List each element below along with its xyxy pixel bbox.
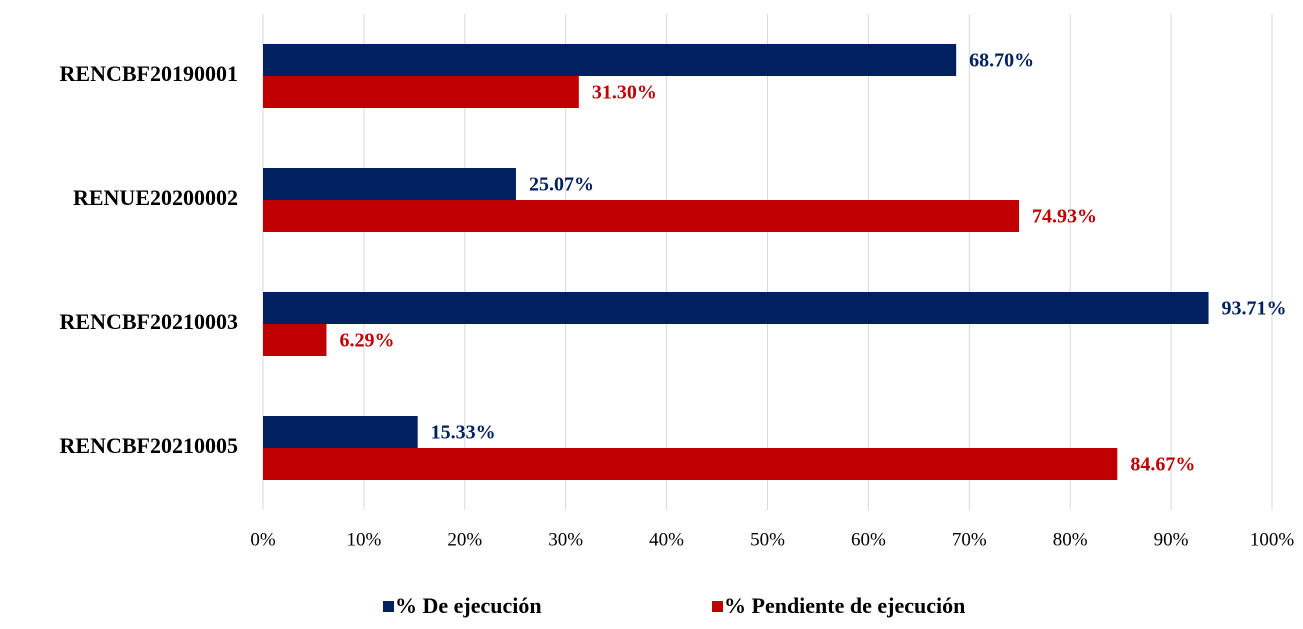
- value-label: 6.29%: [339, 330, 394, 352]
- bar: [263, 200, 1020, 232]
- legend-swatch: [712, 601, 723, 612]
- value-label: 93.71%: [1222, 298, 1287, 320]
- legend-swatch: [383, 601, 394, 612]
- bar: [263, 292, 1209, 324]
- legend-label: % Pendiente de ejecución: [724, 593, 965, 618]
- value-label: 68.70%: [969, 50, 1034, 72]
- value-label: 15.33%: [431, 422, 496, 444]
- x-tick-label: 0%: [250, 529, 276, 550]
- x-tick-label: 60%: [851, 529, 886, 550]
- bar: [263, 44, 957, 76]
- bar: [263, 416, 418, 448]
- value-label: 31.30%: [592, 82, 657, 104]
- x-tick-label: 10%: [346, 529, 381, 550]
- x-tick-label: 50%: [750, 529, 785, 550]
- value-label: 84.67%: [1130, 454, 1195, 476]
- legend-label: % De ejecución: [395, 593, 542, 618]
- bar: [263, 76, 579, 108]
- x-tick-label: 100%: [1250, 529, 1295, 550]
- x-tick-label: 90%: [1154, 529, 1189, 550]
- bar: [263, 324, 327, 356]
- x-tick-label: 70%: [952, 529, 987, 550]
- x-tick-label: 40%: [649, 529, 684, 550]
- x-tick-label: 80%: [1053, 529, 1088, 550]
- category-label: RENCBF20210003: [60, 309, 238, 334]
- bar: [263, 448, 1118, 480]
- category-label: RENCBF20210005: [60, 433, 238, 458]
- value-label: 25.07%: [529, 174, 594, 196]
- x-tick-label: 30%: [548, 529, 583, 550]
- x-tick-label: 20%: [447, 529, 482, 550]
- category-label: RENUE20200002: [73, 185, 238, 210]
- bar: [263, 168, 516, 200]
- category-label: RENCBF20190001: [60, 61, 238, 86]
- value-label: 74.93%: [1032, 206, 1097, 228]
